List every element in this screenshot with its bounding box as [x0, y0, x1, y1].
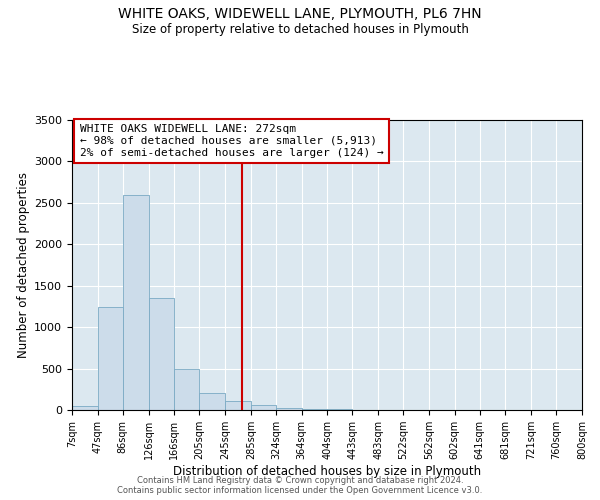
Bar: [225, 401, 251, 410]
Bar: [199, 394, 225, 410]
Text: Contains public sector information licensed under the Open Government Licence v3: Contains public sector information licen…: [118, 486, 482, 495]
X-axis label: Distribution of detached houses by size in Plymouth: Distribution of detached houses by size …: [173, 465, 481, 478]
Text: Contains HM Land Registry data © Crown copyright and database right 2024.: Contains HM Land Registry data © Crown c…: [137, 476, 463, 485]
Bar: [149, 298, 174, 410]
Text: Size of property relative to detached houses in Plymouth: Size of property relative to detached ho…: [131, 22, 469, 36]
Bar: [174, 368, 199, 410]
Bar: [276, 408, 302, 410]
Text: WHITE OAKS WIDEWELL LANE: 272sqm
← 98% of detached houses are smaller (5,913)
2%: WHITE OAKS WIDEWELL LANE: 272sqm ← 98% o…: [80, 124, 383, 158]
Bar: [72, 406, 98, 410]
Text: WHITE OAKS, WIDEWELL LANE, PLYMOUTH, PL6 7HN: WHITE OAKS, WIDEWELL LANE, PLYMOUTH, PL6…: [118, 8, 482, 22]
Bar: [123, 196, 149, 410]
Bar: [302, 409, 328, 410]
Bar: [251, 405, 276, 410]
Bar: [98, 308, 123, 410]
Y-axis label: Number of detached properties: Number of detached properties: [17, 172, 30, 358]
